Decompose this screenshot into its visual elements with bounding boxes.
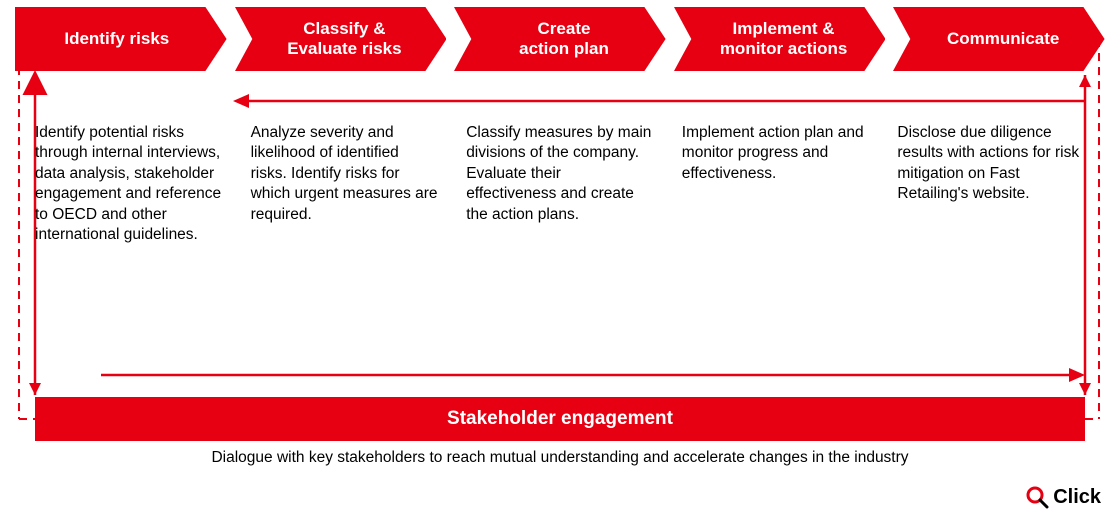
step-label: Create action plan [454, 7, 666, 71]
stakeholder-engagement-bar: Stakeholder engagement [35, 397, 1085, 441]
step-classify-evaluate: Classify & Evaluate risks [235, 7, 447, 71]
click-label: Click [1053, 486, 1101, 509]
desc-implement: Implement action plan and monitor progre… [682, 123, 870, 246]
click-badge[interactable]: Click [1025, 485, 1101, 509]
step-communicate: Communicate [893, 7, 1105, 71]
footer-title: Stakeholder engagement [447, 408, 673, 430]
desc-classify: Analyze severity and likelihood of ident… [251, 123, 439, 246]
desc-create: Classify measures by main divisions of t… [466, 123, 654, 246]
step-label: Identify risks [15, 7, 227, 71]
step-identify-risks: Identify risks [15, 7, 227, 71]
due-diligence-diagram: Identify risks Classify & Evaluate risks… [5, 5, 1115, 515]
desc-identify: Identify potential risks through interna… [35, 123, 223, 246]
step-label: Communicate [893, 7, 1105, 71]
footer-subtitle: Dialogue with key stakeholders to reach … [5, 449, 1115, 467]
step-descriptions: Identify potential risks through interna… [35, 123, 1085, 246]
step-label: Implement & monitor actions [674, 7, 886, 71]
magnifier-icon [1025, 485, 1049, 509]
process-steps-row: Identify risks Classify & Evaluate risks… [15, 7, 1105, 71]
desc-communicate: Disclose due diligence results with acti… [897, 123, 1085, 246]
step-label: Classify & Evaluate risks [235, 7, 447, 71]
step-create-plan: Create action plan [454, 7, 666, 71]
step-implement-monitor: Implement & monitor actions [674, 7, 886, 71]
